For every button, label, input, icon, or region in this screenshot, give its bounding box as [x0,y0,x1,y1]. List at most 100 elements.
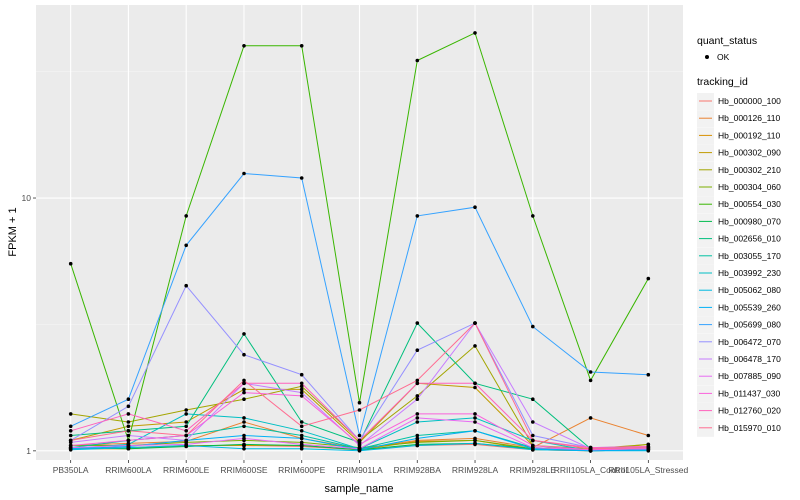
data-point [646,276,651,281]
data-point [126,412,131,416]
legend-label-Hb_003055_170: Hb_003055_170 [718,251,781,261]
legend-label-Hb_006478_170: Hb_006478_170 [718,354,781,364]
data-point [68,424,73,429]
data-point [242,424,246,429]
shape-legend-title: quant_status [697,35,757,47]
data-point [531,324,535,329]
data-point [126,438,131,443]
data-point [126,404,131,409]
data-point [473,412,477,416]
color-legend: tracking_id Hb_000000_100Hb_000126_110Hb… [697,76,781,437]
data-point [473,31,477,35]
x-tick-label: RRIM901LA [336,465,383,475]
data-point [68,443,73,448]
data-point [531,214,535,218]
data-point [415,443,420,448]
data-point [126,443,131,448]
data-point [126,429,131,433]
data-point [242,416,246,420]
data-point [184,433,188,438]
data-point [242,446,246,451]
data-point [473,441,477,446]
data-point [531,420,535,424]
data-point [588,446,593,451]
data-point [242,436,246,441]
data-point [299,384,304,389]
data-point [588,370,593,374]
data-point [473,385,477,390]
data-point [299,44,304,48]
data-point [242,332,246,336]
data-point [299,390,304,395]
data-point [242,352,246,357]
data-point [357,446,362,451]
data-point [299,381,304,386]
data-point [299,420,304,424]
series-points [68,31,651,453]
legend-label-Hb_015970_010: Hb_015970_010 [718,423,781,433]
data-point [299,424,304,429]
x-axis-title: sample_name [324,483,393,495]
data-point [184,438,188,443]
x-tick-label: RRII105LA_Stressed [608,465,688,475]
data-point [531,443,535,448]
data-point [473,438,477,443]
legend-label-Hb_000980_070: Hb_000980_070 [718,216,781,226]
data-point [415,394,420,398]
data-point [357,433,362,438]
data-point [473,420,477,424]
data-point [415,214,420,218]
data-point [68,438,73,443]
data-point [473,429,477,433]
x-axis: PB350LA RRIM600LA RRIM600LE RRIM600SE RRIM60… [53,460,689,475]
data-point [415,416,420,420]
data-point [531,433,535,438]
x-tick-label: RRIM928LA [452,465,499,475]
legend-label-Hb_000304_060: Hb_000304_060 [718,182,781,192]
data-point [415,412,420,416]
data-point [473,344,477,348]
data-point [357,442,362,447]
data-point [299,442,304,447]
data-point [415,58,420,63]
legend-label-Hb_003992_230: Hb_003992_230 [718,268,781,278]
data-point [415,348,420,353]
data-point [126,420,131,424]
data-point [588,378,593,383]
data-point [531,397,535,402]
data-point [357,400,362,405]
legend-label-Hb_007885_090: Hb_007885_090 [718,371,781,381]
data-point [415,397,420,402]
data-point [126,397,131,402]
data-point [184,243,188,248]
data-point [299,429,304,433]
data-point [68,429,73,433]
data-point [242,44,246,48]
data-point [184,424,188,429]
y-axis-title: FPKM + 1 [7,207,19,256]
legend-label-Hb_000302_090: Hb_000302_090 [718,148,781,158]
legend-label-Hb_000000_100: Hb_000000_100 [718,96,781,106]
x-tick-label: PB350LA [53,465,89,475]
data-point [646,445,651,450]
color-legend-items: Hb_000000_100 Hb_000126_110 Hb_000192_110 H… [697,93,781,437]
data-point [242,390,246,395]
legend-label-Hb_005062_080: Hb_005062_080 [718,285,781,295]
legend-label-Hb_002656_010: Hb_002656_010 [718,234,781,244]
data-point [68,412,73,416]
legend-label-Hb_000302_210: Hb_000302_210 [718,165,781,175]
data-point [588,416,593,420]
data-point [415,436,420,441]
data-point [357,408,362,412]
data-point [299,446,304,451]
legend-label-Hb_005539_260: Hb_005539_260 [718,302,781,312]
legend-label-Hb_006472_070: Hb_006472_070 [718,337,781,347]
legend-label-Hb_000126_110: Hb_000126_110 [718,113,781,123]
data-point [646,372,651,377]
x-tick-label: RRIM600LA [105,465,152,475]
data-point [242,381,246,386]
data-point [415,378,420,383]
data-point [126,424,131,429]
data-point [126,433,131,438]
